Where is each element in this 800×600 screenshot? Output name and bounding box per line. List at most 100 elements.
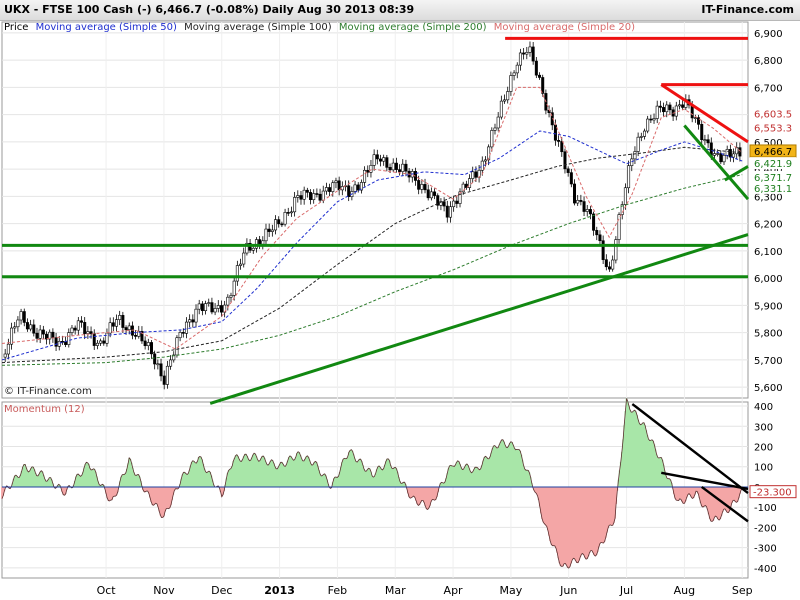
- candle-body: [169, 359, 173, 367]
- candle-body: [722, 154, 726, 163]
- candle-body: [280, 223, 284, 226]
- candle-body: [576, 200, 580, 204]
- candle-body: [483, 159, 487, 162]
- candle-body: [553, 124, 557, 141]
- candle-body: [194, 308, 198, 323]
- x-tick-label: Oct: [97, 584, 117, 597]
- candle-body: [191, 319, 195, 323]
- candle-body: [204, 303, 208, 312]
- price-tick-label: 5,600: [754, 383, 783, 394]
- candle-body: [102, 340, 106, 344]
- candle-body: [226, 296, 230, 306]
- candle-body: [178, 332, 182, 339]
- candle-body: [490, 130, 494, 148]
- candle-body: [493, 127, 497, 131]
- candle-body: [181, 332, 185, 334]
- momentum-title: Momentum (12): [4, 404, 85, 415]
- price-trendline: [724, 165, 749, 182]
- price-marker-label: 6,603.5: [754, 110, 792, 121]
- candle-body: [188, 319, 192, 323]
- candle-body: [442, 201, 446, 207]
- momentum-tick-label: -300: [754, 544, 777, 555]
- x-tick-label: Sep: [732, 584, 753, 597]
- momentum-last-marker: [749, 485, 797, 499]
- momentum-tick-label: -100: [754, 503, 777, 514]
- candle-body: [197, 303, 201, 310]
- price-tick-label: 6,200: [754, 220, 783, 231]
- price-tick-label: 6,300: [754, 192, 783, 203]
- candle-body: [372, 154, 376, 166]
- candle-body: [162, 375, 166, 385]
- candle-body: [140, 331, 144, 342]
- x-tick-label: Jun: [559, 584, 577, 597]
- candle-body: [633, 151, 637, 160]
- x-tick-label: Mar: [385, 584, 406, 597]
- price-tick-label: 6,500: [754, 138, 783, 149]
- momentum-line: [1, 398, 743, 569]
- candle-body: [639, 136, 643, 138]
- candle-body: [579, 200, 583, 202]
- price-tick-label: 6,700: [754, 83, 783, 94]
- candle-body: [538, 74, 542, 78]
- candle-body: [356, 184, 360, 191]
- candle-body: [296, 195, 300, 198]
- price-tick-label: 5,900: [754, 301, 783, 312]
- candle-body: [642, 130, 646, 137]
- candle-body: [455, 200, 459, 204]
- candle-body: [423, 184, 427, 191]
- candle-body: [277, 219, 281, 225]
- candle-body: [506, 91, 510, 101]
- candle-body: [452, 200, 456, 208]
- ma20-line: [1, 86, 743, 350]
- candle-body: [309, 192, 313, 200]
- price-trendline: [660, 83, 749, 144]
- chart-header: UKX - FTSE 100 Cash (-) 6,466.7 (-0.08%)…: [0, 0, 800, 21]
- candle-body: [388, 167, 392, 171]
- candle-body: [385, 157, 389, 168]
- candle-body: [649, 118, 653, 121]
- candle-body: [337, 180, 341, 191]
- candle-body: [636, 136, 640, 152]
- candle-body: [299, 195, 303, 200]
- price-marker: [750, 121, 796, 134]
- candle-body: [6, 343, 10, 355]
- candle-body: [232, 280, 236, 296]
- candle-body: [598, 234, 602, 242]
- candle-body: [700, 124, 704, 141]
- copyright-label: © IT-Finance.com: [4, 386, 92, 397]
- candle-body: [274, 219, 278, 231]
- candle-body: [611, 259, 615, 270]
- candle-body: [270, 229, 274, 232]
- candle-body: [582, 201, 586, 212]
- candle-body: [525, 52, 529, 55]
- x-tick-label: Apr: [444, 584, 464, 597]
- price-trendline: [209, 233, 749, 405]
- candle-body: [677, 104, 681, 107]
- candle-body: [239, 263, 243, 266]
- candle-body: [420, 184, 424, 190]
- legend-ma20: Moving average (Simple 20): [493, 22, 635, 33]
- candle-body: [503, 99, 507, 102]
- candle-body: [22, 311, 26, 323]
- candle-body: [515, 64, 519, 74]
- candle-body: [312, 193, 316, 200]
- candle-body: [127, 325, 131, 331]
- candle-body: [124, 327, 128, 331]
- candle-body: [474, 171, 478, 178]
- candle-body: [57, 341, 61, 347]
- candle-body: [662, 107, 666, 113]
- candle-body: [261, 240, 265, 245]
- candle-body: [499, 100, 503, 118]
- candle-body: [461, 183, 465, 193]
- candle-body: [70, 327, 74, 333]
- candle-body: [531, 46, 535, 62]
- symbol-info: UKX - FTSE 100 Cash (-) 6,466.7 (-0.08%)…: [4, 3, 415, 16]
- candle-body: [76, 320, 80, 331]
- ma100-line: [1, 146, 743, 364]
- candle-body: [45, 333, 49, 340]
- candle-body: [219, 305, 223, 313]
- candle-body: [448, 206, 452, 218]
- candle-body: [324, 187, 328, 192]
- candle-body: [534, 60, 538, 76]
